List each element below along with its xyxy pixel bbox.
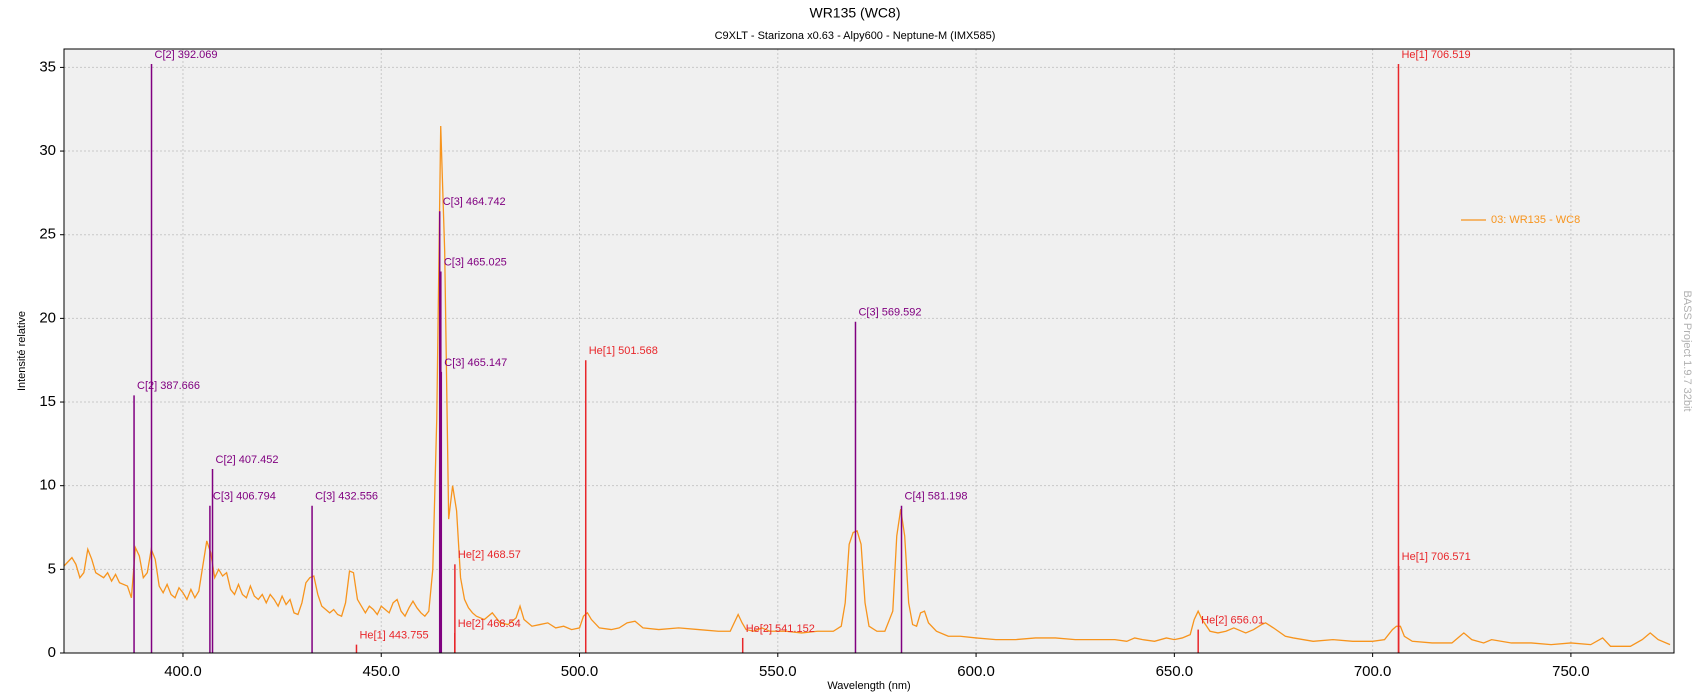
- x-tick-label: 400.0: [164, 663, 202, 680]
- line-marker-label: C[4] 581.198: [905, 491, 968, 503]
- plot-background: [64, 49, 1674, 653]
- legend-label: 03: WR135 - WC8: [1491, 214, 1580, 226]
- line-marker-label: He[1] 443.755: [359, 630, 428, 642]
- line-marker-label: C[3] 406.794: [213, 491, 276, 503]
- line-marker-label: C[2] 392.069: [155, 49, 218, 61]
- line-marker-label: C[3] 465.025: [444, 256, 507, 268]
- line-marker-label: C[3] 465.147: [444, 357, 507, 369]
- x-axis-label: Wavelength (nm): [827, 680, 910, 692]
- y-tick-label: 25: [39, 226, 56, 243]
- x-tick-label: 650.0: [1156, 663, 1194, 680]
- line-marker-label: C[2] 387.666: [137, 380, 200, 392]
- line-marker-label: C[3] 432.556: [315, 491, 378, 503]
- x-tick-label: 700.0: [1354, 663, 1392, 680]
- x-tick-label: 600.0: [957, 663, 995, 680]
- x-tick-label: 450.0: [362, 663, 400, 680]
- x-tick-label: 500.0: [561, 663, 599, 680]
- y-tick-label: 15: [39, 393, 56, 410]
- y-tick-label: 10: [39, 477, 56, 494]
- chart-subtitle: C9XLT - Starizona x0.63 - Alpy600 - Nept…: [715, 30, 996, 42]
- y-tick-label: 35: [39, 58, 56, 75]
- chart-title: WR135 (WC8): [809, 5, 900, 21]
- plot-frame: [63, 48, 1675, 654]
- line-marker-label: C[3] 569.592: [858, 307, 921, 319]
- y-tick-label: 30: [39, 142, 56, 159]
- y-axis-label: Intensité relative: [16, 311, 28, 391]
- x-tick-label: 750.0: [1552, 663, 1590, 680]
- line-marker-label: C[3] 464.742: [443, 196, 506, 208]
- line-marker-label: He[1] 706.519: [1401, 49, 1470, 61]
- x-tick-label: 550.0: [759, 663, 797, 680]
- line-marker-label: C[2] 407.452: [216, 454, 279, 466]
- y-tick-label: 0: [48, 644, 56, 661]
- spectrum-line: [63, 125, 1671, 647]
- line-marker-label: He[2] 468.57: [458, 549, 521, 561]
- watermark: BASS Project 1.9.7 32bit: [1681, 290, 1693, 411]
- line-marker-label: He[1] 706.571: [1402, 551, 1471, 563]
- line-marker-label: He[2] 541.152: [746, 623, 815, 635]
- line-marker-label: He[2] 468.54: [458, 618, 521, 630]
- y-tick-label: 20: [39, 309, 56, 326]
- line-marker-label: He[2] 656.01: [1201, 614, 1264, 626]
- y-tick-label: 5: [48, 560, 56, 577]
- line-marker-label: He[1] 501.568: [589, 345, 658, 357]
